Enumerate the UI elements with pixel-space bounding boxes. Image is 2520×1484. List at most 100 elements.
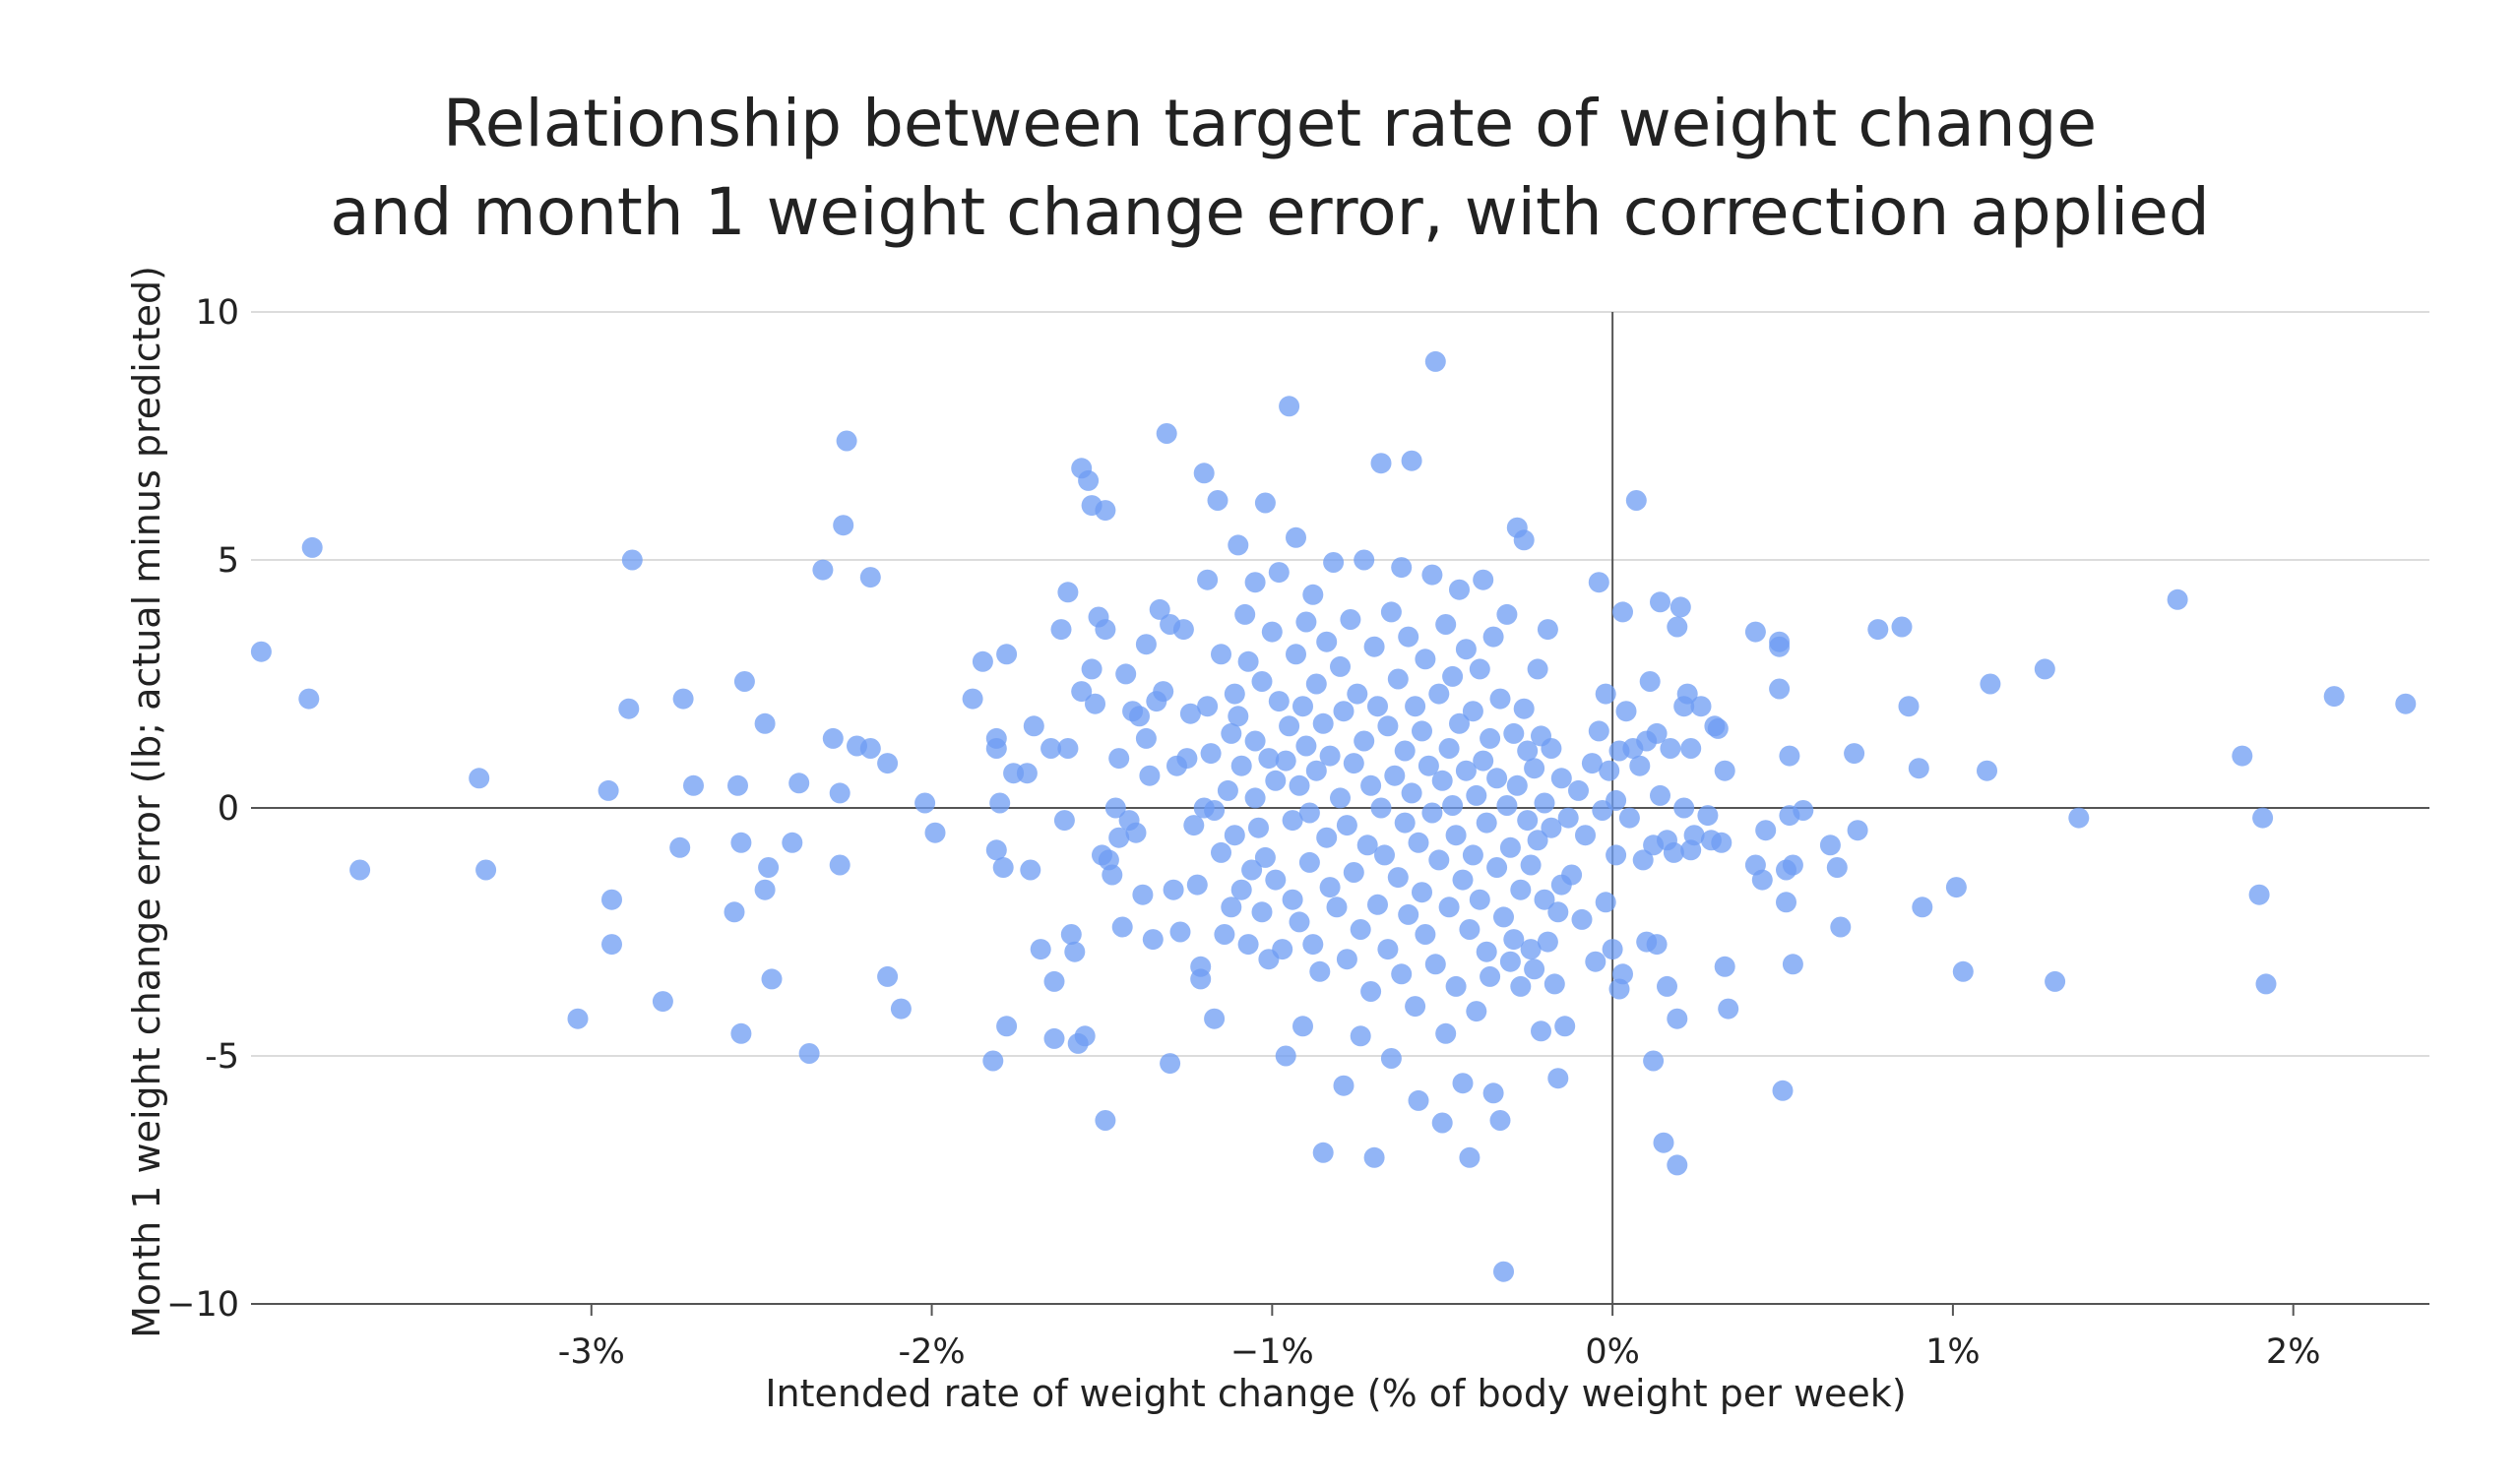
data-point bbox=[683, 774, 704, 796]
data-point bbox=[1449, 579, 1470, 600]
data-point bbox=[733, 671, 755, 692]
data-point bbox=[672, 688, 694, 710]
data-point bbox=[1482, 1082, 1504, 1104]
data-point bbox=[349, 859, 371, 881]
chart-title-line-2: and month 1 weight change error, with co… bbox=[330, 174, 2209, 250]
data-point bbox=[1333, 1075, 1354, 1096]
data-point bbox=[1244, 730, 1266, 752]
data-point bbox=[1292, 696, 1313, 717]
data-point bbox=[1412, 720, 1432, 742]
data-point bbox=[1095, 500, 1116, 522]
data-point bbox=[1204, 800, 1226, 821]
data-point bbox=[1524, 958, 1545, 980]
data-point bbox=[1380, 601, 1402, 623]
data-point bbox=[1541, 817, 1562, 838]
data-point bbox=[1602, 939, 1623, 960]
data-point bbox=[1455, 639, 1477, 660]
data-point bbox=[1517, 740, 1539, 762]
data-point bbox=[1217, 779, 1238, 801]
data-point bbox=[1214, 924, 1235, 945]
y-tick-label: −10 bbox=[166, 1285, 239, 1325]
data-point bbox=[985, 738, 1007, 759]
data-point bbox=[1473, 569, 1494, 590]
data-point bbox=[1237, 650, 1259, 672]
data-point bbox=[1898, 696, 1920, 717]
data-point bbox=[1435, 1022, 1457, 1044]
data-point bbox=[1095, 619, 1116, 641]
data-point bbox=[1172, 619, 1194, 641]
data-point bbox=[1431, 1112, 1453, 1134]
data-point bbox=[1424, 954, 1446, 975]
data-point bbox=[1466, 1001, 1487, 1022]
y-tick-label: 10 bbox=[195, 293, 239, 333]
data-point bbox=[1513, 698, 1535, 719]
data-point bbox=[1319, 745, 1341, 767]
data-point bbox=[1480, 727, 1501, 749]
data-point bbox=[1462, 701, 1483, 722]
data-point bbox=[1363, 636, 1385, 657]
gridlines bbox=[251, 311, 2429, 1057]
data-point bbox=[1632, 849, 1654, 871]
data-point bbox=[1391, 557, 1413, 579]
data-point bbox=[1503, 722, 1525, 744]
tick-labels: 10 5 0 -5 −10 -3% -2% −1% 0% 1% 2% bbox=[166, 293, 2320, 1372]
data-point bbox=[1279, 715, 1300, 737]
data-point bbox=[1469, 889, 1490, 910]
data-point bbox=[1486, 857, 1508, 878]
data-point bbox=[652, 991, 673, 1013]
data-point bbox=[1830, 916, 1852, 938]
data-point bbox=[1547, 901, 1569, 923]
data-point bbox=[1554, 1016, 1576, 1037]
data-point bbox=[1489, 1110, 1511, 1131]
data-point bbox=[829, 782, 850, 804]
x-tick-label: -3% bbox=[558, 1332, 625, 1372]
data-point bbox=[1095, 1110, 1116, 1131]
data-point bbox=[985, 839, 1007, 861]
data-point bbox=[1415, 649, 1436, 670]
data-point bbox=[1234, 603, 1256, 625]
data-points bbox=[250, 350, 2417, 1282]
data-point bbox=[1275, 1045, 1296, 1067]
data-point bbox=[475, 859, 497, 881]
chart-title-line-1: Relationship between target rate of weig… bbox=[443, 86, 2097, 161]
data-point bbox=[1714, 760, 1735, 781]
data-point bbox=[1323, 552, 1345, 573]
data-point bbox=[1537, 619, 1558, 641]
data-point bbox=[669, 836, 691, 858]
data-point bbox=[1340, 609, 1361, 630]
data-point bbox=[1496, 603, 1518, 625]
data-point bbox=[1057, 738, 1079, 759]
data-point bbox=[1499, 836, 1521, 858]
data-point bbox=[1445, 825, 1467, 846]
data-point bbox=[1020, 859, 1041, 881]
data-point bbox=[1135, 634, 1157, 655]
data-point bbox=[782, 832, 803, 853]
data-point bbox=[1282, 810, 1303, 832]
data-point bbox=[1186, 874, 1208, 896]
data-point bbox=[1844, 743, 1865, 765]
data-point bbox=[1387, 668, 1409, 690]
data-point bbox=[1650, 784, 1670, 806]
data-point bbox=[1228, 534, 1249, 556]
data-point bbox=[2034, 658, 2055, 680]
data-point bbox=[1412, 882, 1432, 903]
data-point bbox=[1676, 683, 1698, 705]
data-point bbox=[1394, 812, 1416, 834]
data-point bbox=[836, 430, 857, 452]
data-point bbox=[1527, 658, 1548, 680]
data-point bbox=[1493, 906, 1514, 928]
data-point bbox=[1683, 825, 1705, 846]
data-point bbox=[1176, 748, 1198, 770]
data-point bbox=[1496, 795, 1518, 816]
data-point bbox=[2068, 807, 2090, 829]
data-point bbox=[1286, 526, 1306, 548]
data-point bbox=[2167, 588, 2188, 610]
data-point bbox=[1207, 490, 1228, 511]
data-point bbox=[1557, 807, 1579, 829]
data-point bbox=[1482, 626, 1504, 648]
data-point bbox=[1224, 825, 1245, 846]
data-point bbox=[754, 879, 776, 900]
data-point bbox=[1163, 879, 1184, 900]
data-point bbox=[1643, 1050, 1665, 1072]
data-point bbox=[1394, 740, 1416, 762]
